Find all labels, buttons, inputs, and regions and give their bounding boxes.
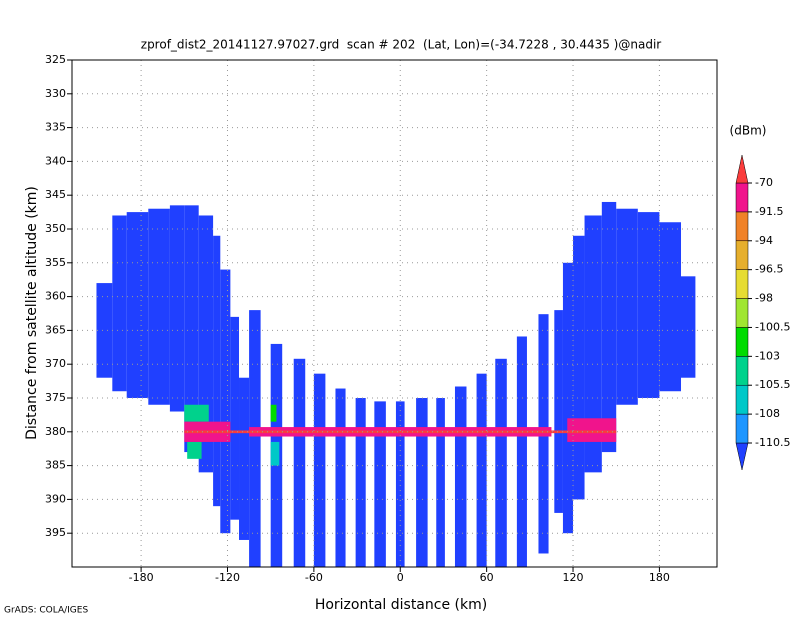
data-cell bbox=[476, 373, 487, 567]
y-tick-label: 370 bbox=[45, 357, 66, 370]
data-cell bbox=[516, 336, 527, 567]
colorbar-label: -103 bbox=[755, 349, 780, 362]
colorbar-label: -110.5 bbox=[755, 436, 790, 449]
colorbar-label: -91.5 bbox=[755, 205, 783, 218]
data-cell bbox=[270, 441, 280, 466]
data-cell bbox=[567, 418, 617, 442]
data-cell bbox=[355, 398, 366, 567]
colorbar-label: -96.5 bbox=[755, 263, 783, 276]
data-cell bbox=[313, 373, 326, 567]
colorbar-swatch bbox=[735, 211, 749, 242]
data-cell bbox=[239, 377, 250, 540]
data-cell bbox=[573, 235, 585, 500]
y-tick-label: 390 bbox=[45, 492, 66, 505]
x-tick-label: -120 bbox=[215, 571, 240, 584]
colorbar-swatch bbox=[735, 298, 749, 328]
colorbar-swatch bbox=[735, 154, 749, 184]
data-cell bbox=[184, 205, 199, 453]
colorbar-swatch bbox=[735, 327, 749, 357]
data-cell bbox=[374, 401, 386, 567]
colorbar-label: -94 bbox=[755, 234, 773, 247]
data-cell bbox=[187, 441, 202, 459]
data-cell bbox=[96, 283, 113, 378]
data-cell bbox=[659, 222, 682, 392]
data-cell bbox=[584, 215, 602, 473]
y-tick-label: 355 bbox=[45, 256, 66, 269]
plot-frame bbox=[71, 59, 718, 568]
x-tick-label: 120 bbox=[563, 571, 584, 584]
y-tick-label: 325 bbox=[45, 53, 66, 66]
data-cell bbox=[126, 212, 149, 398]
y-tick-label: 365 bbox=[45, 323, 66, 336]
colorbar-label: -70 bbox=[755, 176, 773, 189]
y-tick-label: 395 bbox=[45, 526, 66, 539]
footer: GrADS: COLA/IGES bbox=[4, 606, 88, 616]
y-tick-label: 380 bbox=[45, 425, 66, 438]
data-cell bbox=[454, 386, 467, 567]
y-tick-label: 345 bbox=[45, 188, 66, 201]
colorbar-swatch bbox=[735, 413, 749, 444]
data-cell bbox=[601, 201, 617, 453]
x-tick-label: 0 bbox=[397, 571, 404, 584]
data-cell bbox=[637, 212, 660, 398]
data-cell bbox=[249, 310, 261, 567]
data-cell bbox=[184, 430, 617, 434]
data-cell bbox=[230, 316, 240, 520]
y-tick-label: 340 bbox=[45, 154, 66, 167]
colorbar-label: -100.5 bbox=[755, 320, 790, 333]
colorbar-swatch bbox=[735, 356, 749, 386]
data-cell bbox=[220, 269, 231, 534]
data-cell bbox=[395, 401, 405, 567]
data-cell bbox=[112, 215, 127, 392]
y-tick-label: 335 bbox=[45, 121, 66, 134]
colorbar-label: -98 bbox=[755, 292, 773, 305]
x-tick-label: -180 bbox=[129, 571, 154, 584]
data-cell bbox=[184, 404, 209, 422]
colorbar-label: (dBm) bbox=[730, 124, 767, 138]
x-tick-label: 60 bbox=[480, 571, 494, 584]
y-tick-label: 350 bbox=[45, 222, 66, 235]
data-cell bbox=[169, 205, 185, 412]
colorbar-label: -105.5 bbox=[755, 378, 790, 391]
data-cell bbox=[436, 398, 445, 567]
colorbar-swatch bbox=[735, 240, 749, 270]
data-cell bbox=[495, 358, 507, 567]
data-cell bbox=[148, 208, 170, 405]
y-tick-label: 330 bbox=[45, 87, 66, 100]
data-cell bbox=[293, 358, 306, 567]
data-cell bbox=[416, 398, 428, 567]
x-tick-label: 180 bbox=[649, 571, 670, 584]
data-cell bbox=[681, 276, 696, 378]
colorbar-swatch bbox=[735, 182, 749, 213]
x-axis-label: Horizontal distance (km) bbox=[315, 597, 487, 613]
colorbar-swatch bbox=[735, 269, 749, 299]
y-axis-label: Distance from satellite altitude (km) bbox=[24, 186, 40, 440]
colorbar-label: -108 bbox=[755, 407, 780, 420]
colorbar-swatch bbox=[735, 384, 749, 415]
y-tick-label: 375 bbox=[45, 391, 66, 404]
data-cell bbox=[213, 235, 221, 507]
chart-title: zprof_dist2_20141127.97027.grd scan # 20… bbox=[141, 38, 662, 52]
colorbar-swatch bbox=[735, 442, 749, 471]
data-cell bbox=[616, 208, 638, 405]
data-cell bbox=[270, 404, 277, 422]
data-cell bbox=[335, 388, 346, 567]
x-tick-label: -60 bbox=[305, 571, 323, 584]
y-tick-label: 385 bbox=[45, 459, 66, 472]
y-tick-label: 360 bbox=[45, 290, 66, 303]
data-cell bbox=[554, 310, 563, 513]
